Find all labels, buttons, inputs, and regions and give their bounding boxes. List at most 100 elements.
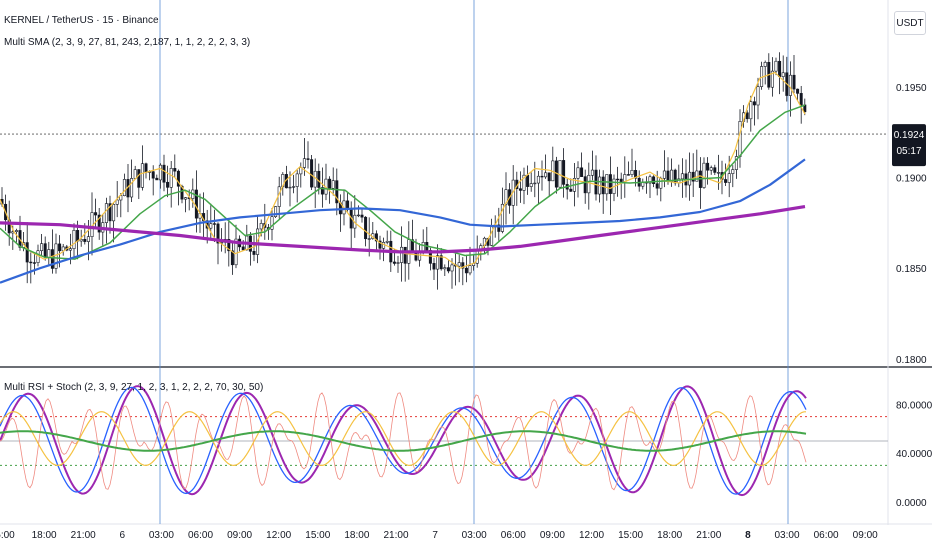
candle-body [605,174,609,195]
candle-body [432,263,436,270]
candle-body [490,225,494,246]
candle-body [317,170,321,188]
candles-layer [0,52,807,290]
candle-body [727,173,731,183]
candle-body [504,189,508,205]
candle-body [724,179,728,183]
candle-body [122,179,126,197]
candle-body [112,204,116,222]
candle-body [763,62,767,67]
symbol-title[interactable]: KERNEL / TetherUS · 15 · Binance [4,15,159,26]
candle-body [648,176,652,184]
candle-body [97,214,101,233]
sma-legend[interactable]: Multi SMA (2, 3, 9, 27, 81, 243, 2,187, … [4,37,251,48]
candle-body [360,214,364,218]
candle-body [619,178,623,182]
osc-tick-label: 40.0000 [896,449,932,460]
candle-body [734,156,738,170]
candle-body [562,160,566,185]
candle-body [623,174,627,182]
rsi-line-yellow [0,411,806,467]
time-tick-label: 09:00 [540,530,565,541]
candle-body [331,180,335,189]
candle-body [608,174,612,194]
candle-body [14,230,18,233]
candle-body [745,112,749,120]
candle-body [151,171,155,179]
time-tick-label: 21:00 [383,530,408,541]
time-tick-label: 03:00 [774,530,799,541]
time-tick-label: 6 [120,530,126,541]
candle-body [796,88,800,94]
candle-body [450,264,454,272]
osc-tick-label: 0.0000 [896,498,927,509]
price-tick-label: 0.1800 [896,355,927,366]
candle-body [576,167,580,179]
candle-body [108,203,112,222]
candle-body [270,216,274,230]
candle-body [43,243,47,258]
sma-line-yellow [0,71,806,269]
candle-body [227,238,231,252]
candle-body [468,265,472,274]
candle-body [104,203,108,223]
time-tick-label: 03:00 [462,530,487,541]
oscillator-layer [0,385,888,497]
candle-body [587,174,591,194]
sma-line-green [0,104,806,260]
candle-body [580,167,584,177]
time-tick-label: 18:00 [344,530,369,541]
candle-body [774,60,778,72]
candle-body [356,214,360,217]
candle-body [497,224,501,232]
candle-body [252,251,256,255]
candle-body [378,240,382,249]
candle-body [29,261,33,264]
time-tick-label: 03:00 [149,530,174,541]
candle-body [770,70,774,88]
candle-body [47,249,51,258]
candle-body [133,169,137,179]
candle-body [212,223,216,225]
candle-body [58,243,62,252]
price-tick-label: 0.1900 [896,174,927,185]
candle-body [241,246,245,251]
candle-body [713,167,717,173]
candle-body [443,267,447,270]
candle-body [230,250,234,266]
candle-body [155,177,159,181]
candle-body [544,172,548,178]
last-price-tag [892,124,926,167]
candle-body [518,188,522,191]
candle-body [781,72,785,77]
candle-body [500,203,504,232]
time-tick-label: 7 [432,530,438,541]
candle-body [655,183,659,189]
candle-body [166,181,170,188]
time-tick-label: 15:00 [305,530,330,541]
rsi-line-green [0,430,807,452]
osc-tick-label: 80.0000 [896,400,932,411]
candle-body [652,176,656,184]
oscillator-legend[interactable]: Multi RSI + Stoch (2, 3, 9, 27, 1, 2, 3,… [4,382,264,393]
time-tick-label: 8 [745,530,751,541]
candle-body [601,176,605,195]
candle-body [756,86,760,106]
candle-body [461,262,465,269]
candle-body [464,267,468,274]
candle-body [738,121,742,157]
currency-badge[interactable]: USDT [894,11,926,35]
candle-body [40,243,44,252]
time-tick-label: 21:00 [696,530,721,541]
candle-body [68,248,72,251]
candle-body [54,243,58,269]
candle-body [706,162,710,171]
candle-body [630,170,634,175]
candle-body [702,162,706,188]
candle-body [583,176,587,194]
candle-body [274,206,278,217]
candle-body [590,169,594,176]
time-tick-label: 12:00 [266,530,291,541]
